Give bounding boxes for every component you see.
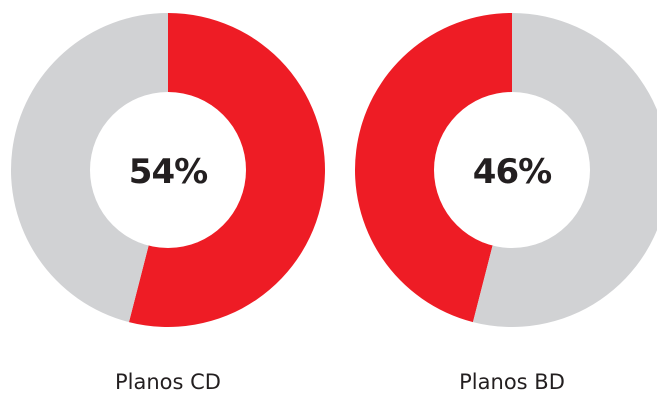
slice-planos-bd <box>354 12 512 323</box>
donut-hole-bd <box>434 92 590 248</box>
donut-chart-planos-cd: 54% Planos CD <box>10 13 325 394</box>
donut-hole-cd <box>90 92 246 248</box>
donut-chart-planos-bd: 46% Planos BD <box>354 12 657 394</box>
center-percent-bd: 46% <box>473 152 551 192</box>
caption-planos-cd: Planos CD <box>115 370 221 394</box>
caption-planos-bd: Planos BD <box>459 370 565 394</box>
slice-rest-cd <box>10 13 169 323</box>
center-percent-cd: 54% <box>129 152 207 192</box>
